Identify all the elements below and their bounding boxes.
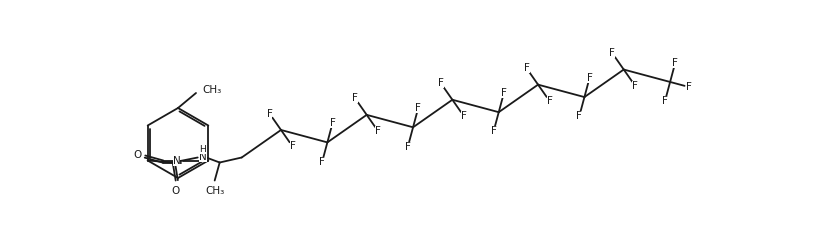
Text: F: F <box>662 96 668 106</box>
Text: H: H <box>199 145 206 154</box>
Text: F: F <box>438 78 444 88</box>
Text: N: N <box>199 151 207 161</box>
Text: F: F <box>461 111 467 121</box>
Text: F: F <box>686 82 692 92</box>
Text: F: F <box>576 111 582 121</box>
Text: F: F <box>672 58 678 68</box>
Text: F: F <box>375 126 381 136</box>
Text: N: N <box>173 155 180 165</box>
Text: F: F <box>501 88 507 98</box>
Text: F: F <box>319 157 325 167</box>
Text: F: F <box>267 109 272 118</box>
Text: F: F <box>290 141 295 151</box>
Text: F: F <box>609 48 616 58</box>
Text: F: F <box>330 118 336 128</box>
Text: F: F <box>352 93 358 104</box>
Text: F: F <box>632 81 638 91</box>
Text: CH₃: CH₃ <box>202 85 221 95</box>
Text: O: O <box>171 186 179 196</box>
Text: O: O <box>133 150 142 160</box>
Text: F: F <box>405 141 411 152</box>
Text: F: F <box>523 63 529 73</box>
Text: F: F <box>587 73 593 83</box>
Text: F: F <box>491 127 496 137</box>
Text: F: F <box>416 103 421 113</box>
Text: F: F <box>546 96 552 106</box>
Text: CH₃: CH₃ <box>205 186 225 196</box>
